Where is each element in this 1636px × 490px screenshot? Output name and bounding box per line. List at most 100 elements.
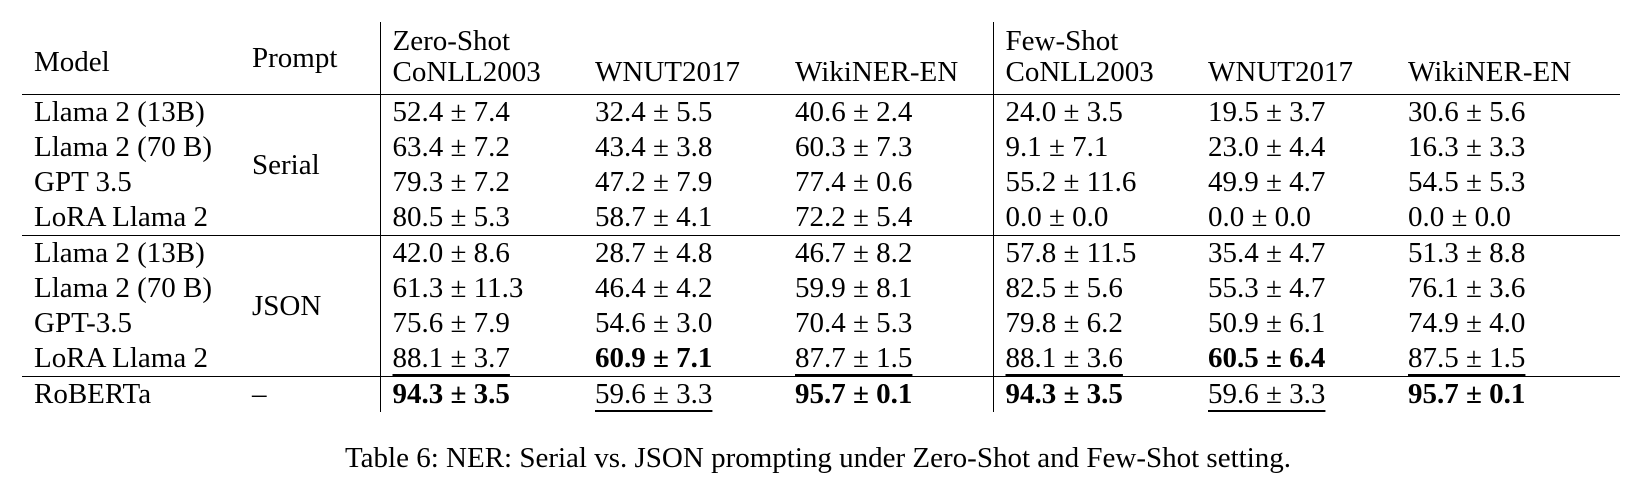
score-cell: 32.4 ± 5.5 <box>583 94 783 130</box>
score-cell: 35.4 ± 4.7 <box>1196 235 1396 271</box>
table-row: GPT 3.5 79.3 ± 7.2 47.2 ± 7.9 77.4 ± 0.6 55.… <box>22 165 1620 200</box>
score-value: 54.6 ± 3.0 <box>595 307 713 339</box>
score-cell: 72.2 ± 5.4 <box>783 200 993 236</box>
score-value: 94.3 ± 3.5 <box>392 378 510 410</box>
score-cell: 46.4 ± 4.2 <box>583 271 783 306</box>
score-cell: 58.7 ± 4.1 <box>583 200 783 236</box>
score-cell: 60.5 ± 6.4 <box>1196 341 1396 377</box>
score-value: 77.4 ± 0.6 <box>795 166 913 198</box>
score-cell: 50.9 ± 6.1 <box>1196 306 1396 341</box>
score-cell: 16.3 ± 3.3 <box>1396 130 1620 165</box>
score-value: 94.3 ± 3.5 <box>1005 378 1123 410</box>
score-cell: 94.3 ± 3.5 <box>379 376 583 412</box>
score-value: 28.7 ± 4.8 <box>595 237 713 269</box>
score-cell: 77.4 ± 0.6 <box>783 165 993 200</box>
score-cell: 30.6 ± 5.6 <box>1396 94 1620 130</box>
score-value: 60.3 ± 7.3 <box>795 131 913 163</box>
score-value: 88.1 ± 3.6 <box>1005 342 1123 374</box>
score-value: 59.6 ± 3.3 <box>1208 378 1326 410</box>
score-value: 59.6 ± 3.3 <box>595 378 713 410</box>
score-cell: 40.6 ± 2.4 <box>783 94 993 130</box>
score-cell: 43.4 ± 3.8 <box>583 130 783 165</box>
score-value: 16.3 ± 3.3 <box>1408 131 1526 163</box>
score-value: 95.7 ± 0.1 <box>795 378 913 410</box>
model-name-cell: Llama 2 (13B) <box>22 235 240 271</box>
table-row: Llama 2 (70 B) 61.3 ± 11.3 46.4 ± 4.2 59.9 … <box>22 271 1620 306</box>
table-row: Llama 2 (13B) JSON 42.0 ± 8.6 28.7 ± 4.8 46.… <box>22 235 1620 377</box>
few-shot-conll2003-header: CoNLL2003 <box>992 56 1196 95</box>
score-cell: 54.5 ± 5.3 <box>1396 165 1620 200</box>
score-cell: 49.9 ± 4.7 <box>1196 165 1396 200</box>
score-cell: 55.3 ± 4.7 <box>1196 271 1396 306</box>
score-value: 54.5 ± 5.3 <box>1408 166 1526 198</box>
score-cell: 59.6 ± 3.3 <box>1196 376 1396 412</box>
score-value: 80.5 ± 5.3 <box>392 201 510 233</box>
score-cell: 95.7 ± 0.1 <box>783 376 993 412</box>
score-value: 72.2 ± 5.4 <box>795 201 913 233</box>
score-value: 87.5 ± 1.5 <box>1408 342 1526 374</box>
score-value: 57.8 ± 11.5 <box>1005 237 1137 269</box>
score-cell: 47.2 ± 7.9 <box>583 165 783 200</box>
table-row: GPT-3.5 75.6 ± 7.9 54.6 ± 3.0 70.4 ± 5.3 79.… <box>22 306 1620 341</box>
score-value: 79.8 ± 6.2 <box>1005 307 1123 339</box>
score-value: 75.6 ± 7.9 <box>392 307 510 339</box>
score-value: 23.0 ± 4.4 <box>1208 131 1326 163</box>
few-shot-wnut2017-header: WNUT2017 <box>1208 56 1353 88</box>
score-cell: 0.0 ± 0.0 <box>1196 200 1396 236</box>
score-value: 9.1 ± 7.1 <box>1005 131 1109 163</box>
zero-shot-group-header: Zero-Shot <box>379 22 993 56</box>
score-value: 63.4 ± 7.2 <box>392 131 510 163</box>
model-name-cell: LoRA Llama 2 <box>34 201 208 233</box>
score-cell: 80.5 ± 5.3 <box>379 200 583 236</box>
score-value: 70.4 ± 5.3 <box>795 307 913 339</box>
score-cell: 75.6 ± 7.9 <box>379 306 583 341</box>
score-value: 47.2 ± 7.9 <box>595 166 713 198</box>
score-value: 40.6 ± 2.4 <box>795 96 913 128</box>
ner-results-table: Model Prompt Zero-Shot Few-Shot CoNLL200… <box>22 22 1620 412</box>
score-cell: 79.8 ± 6.2 <box>992 306 1196 341</box>
score-cell: 82.5 ± 5.6 <box>992 271 1196 306</box>
score-cell: 19.5 ± 3.7 <box>1196 94 1396 130</box>
score-value: 52.4 ± 7.4 <box>392 96 510 128</box>
prompt-type-cell: – <box>240 376 380 412</box>
score-cell: 74.9 ± 4.0 <box>1396 306 1620 341</box>
score-cell: 28.7 ± 4.8 <box>583 235 783 271</box>
score-value: 32.4 ± 5.5 <box>595 96 713 128</box>
score-cell: 79.3 ± 7.2 <box>379 165 583 200</box>
score-value: 0.0 ± 0.0 <box>1208 201 1311 233</box>
score-value: 46.4 ± 4.2 <box>595 272 713 304</box>
few-shot-group-header: Few-Shot <box>992 22 1620 56</box>
score-value: 43.4 ± 3.8 <box>595 131 713 163</box>
prompt-type-cell: Serial <box>240 94 380 236</box>
table-caption: Table 6: NER: Serial vs. JSON prompting … <box>344 442 1291 474</box>
score-cell: 95.7 ± 0.1 <box>1396 376 1620 412</box>
score-value: 60.9 ± 7.1 <box>595 342 713 374</box>
score-cell: 59.6 ± 3.3 <box>583 376 783 412</box>
score-cell: 63.4 ± 7.2 <box>379 130 583 165</box>
score-value: 87.7 ± 1.5 <box>795 342 913 374</box>
model-name-cell: GPT-3.5 <box>34 307 133 339</box>
score-value: 61.3 ± 11.3 <box>392 272 524 304</box>
score-value: 49.9 ± 4.7 <box>1208 166 1326 198</box>
score-value: 42.0 ± 8.6 <box>392 237 510 269</box>
score-cell: 60.3 ± 7.3 <box>783 130 993 165</box>
score-value: 60.5 ± 6.4 <box>1208 342 1326 374</box>
score-cell: 46.7 ± 8.2 <box>783 235 993 271</box>
score-value: 51.3 ± 8.8 <box>1408 237 1526 269</box>
model-name-cell: RoBERTa <box>22 376 240 412</box>
score-cell: 61.3 ± 11.3 <box>379 271 583 306</box>
score-cell: 55.2 ± 11.6 <box>992 165 1196 200</box>
zero-shot-wnut2017-header: WNUT2017 <box>595 56 740 88</box>
zero-shot-conll2003-header: CoNLL2003 <box>379 56 583 95</box>
score-cell: 88.1 ± 3.6 <box>992 341 1196 377</box>
model-name-cell: GPT 3.5 <box>34 166 132 198</box>
score-cell: 9.1 ± 7.1 <box>992 130 1196 165</box>
score-value: 79.3 ± 7.2 <box>392 166 510 198</box>
score-value: 50.9 ± 6.1 <box>1208 307 1326 339</box>
score-cell: 51.3 ± 8.8 <box>1396 235 1620 271</box>
score-cell: 0.0 ± 0.0 <box>992 200 1196 236</box>
score-value: 24.0 ± 3.5 <box>1005 96 1123 128</box>
score-value: 55.2 ± 11.6 <box>1005 166 1137 198</box>
score-value: 59.9 ± 8.1 <box>795 272 913 304</box>
score-cell: 87.5 ± 1.5 <box>1396 341 1620 377</box>
